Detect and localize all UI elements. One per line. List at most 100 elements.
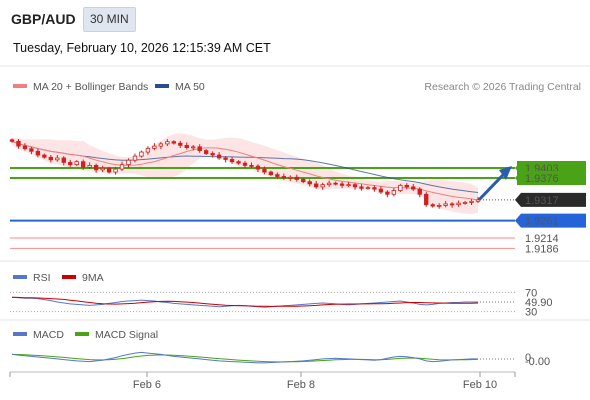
candle <box>113 166 118 175</box>
candle <box>456 200 461 207</box>
candle <box>35 148 41 158</box>
candle-body <box>430 204 435 207</box>
candle <box>132 153 138 163</box>
candle <box>462 200 468 205</box>
candle <box>365 186 371 190</box>
candle <box>469 199 474 206</box>
resistance-tag-shape <box>515 170 586 185</box>
candle-body <box>262 168 267 173</box>
candle <box>314 180 319 189</box>
resistance-price-tag: 1.9376 <box>515 170 586 185</box>
candle-body <box>132 155 138 161</box>
candle <box>119 161 125 171</box>
candle-body <box>61 157 66 163</box>
rsi-legend-swatch <box>13 275 27 279</box>
target-tag-label: 1.9214 <box>525 233 559 245</box>
candle-body <box>333 182 338 185</box>
candle-body <box>197 146 202 151</box>
candle-body <box>152 145 157 149</box>
candle-body <box>398 184 403 191</box>
target-price-tag: 1.9186 <box>525 243 559 255</box>
chart-header: GBP/AUD 30 MIN <box>0 0 590 38</box>
candle <box>339 181 345 188</box>
candle <box>255 164 261 173</box>
candle <box>385 190 390 198</box>
bollinger-band-area <box>12 133 478 214</box>
candle-body <box>223 157 228 160</box>
candle-body <box>404 184 409 188</box>
candle <box>223 156 228 163</box>
candle-body <box>9 139 15 142</box>
candle <box>443 200 448 208</box>
macd-last-value: -0.00 <box>525 356 550 368</box>
candle-body <box>216 154 222 159</box>
x-axis-ticks: Feb 6 Feb 8 Feb 10 <box>9 372 516 391</box>
x-tick-label: Feb 10 <box>463 379 497 391</box>
candle <box>333 181 338 186</box>
timeframe-badge[interactable]: 30 MIN <box>83 7 136 32</box>
candle-body <box>372 187 377 190</box>
candle-body <box>106 167 112 173</box>
rsi-level-label: 30 <box>525 307 537 319</box>
candle-body <box>242 162 248 166</box>
rsi-ma9-line <box>11 296 479 307</box>
candle-body <box>288 176 293 179</box>
candle-body <box>352 184 358 188</box>
candle-body <box>294 176 299 180</box>
candle-body <box>255 165 261 170</box>
datetime-label: Tuesday, February 10, 2026 12:15:39 AM C… <box>13 41 271 55</box>
symbol-title: GBP/AUD <box>11 11 76 27</box>
candle-body <box>48 156 54 161</box>
candle-body <box>236 161 241 164</box>
candle <box>229 156 235 164</box>
candle-body <box>229 159 235 163</box>
candle-body <box>301 179 306 183</box>
candle-body <box>119 164 125 170</box>
candle <box>61 156 66 166</box>
candle <box>242 160 248 168</box>
forecast-arrow <box>478 165 512 201</box>
candle-body <box>184 144 189 149</box>
candle-body <box>210 153 215 156</box>
candle-body <box>22 145 28 150</box>
candle <box>430 203 435 208</box>
candle-body <box>443 203 448 206</box>
candle <box>145 146 151 155</box>
candle <box>203 149 209 156</box>
candle <box>29 146 34 155</box>
candle-body <box>378 188 384 193</box>
candle <box>158 142 164 150</box>
candle-body <box>307 181 312 185</box>
candle <box>398 183 403 193</box>
candle <box>48 155 54 163</box>
candle-body <box>475 199 481 202</box>
candle <box>210 151 215 158</box>
candle <box>106 166 112 174</box>
candle-body <box>249 164 254 167</box>
resistance-tag-label: 1.9376 <box>525 173 559 185</box>
candle-body <box>359 186 364 189</box>
candle-body <box>29 148 34 152</box>
candle-body <box>35 150 41 156</box>
candle-body <box>145 147 151 153</box>
candle <box>436 203 442 209</box>
candle <box>346 181 351 188</box>
candle-body <box>417 188 422 195</box>
macd-legend-swatch <box>13 332 27 336</box>
candle-body <box>462 202 468 204</box>
ma9-legend-swatch <box>62 275 76 279</box>
candle <box>249 162 254 168</box>
candle-body <box>281 176 287 179</box>
candle <box>100 165 105 173</box>
ma20-legend-swatch <box>13 84 27 88</box>
candle-body <box>171 141 176 144</box>
candle-body <box>16 140 21 147</box>
candle-body <box>42 154 47 158</box>
macd-line <box>11 351 478 364</box>
candle-body <box>178 142 183 146</box>
candle-body <box>346 184 351 187</box>
candle-body <box>385 191 390 195</box>
candle <box>378 186 384 194</box>
